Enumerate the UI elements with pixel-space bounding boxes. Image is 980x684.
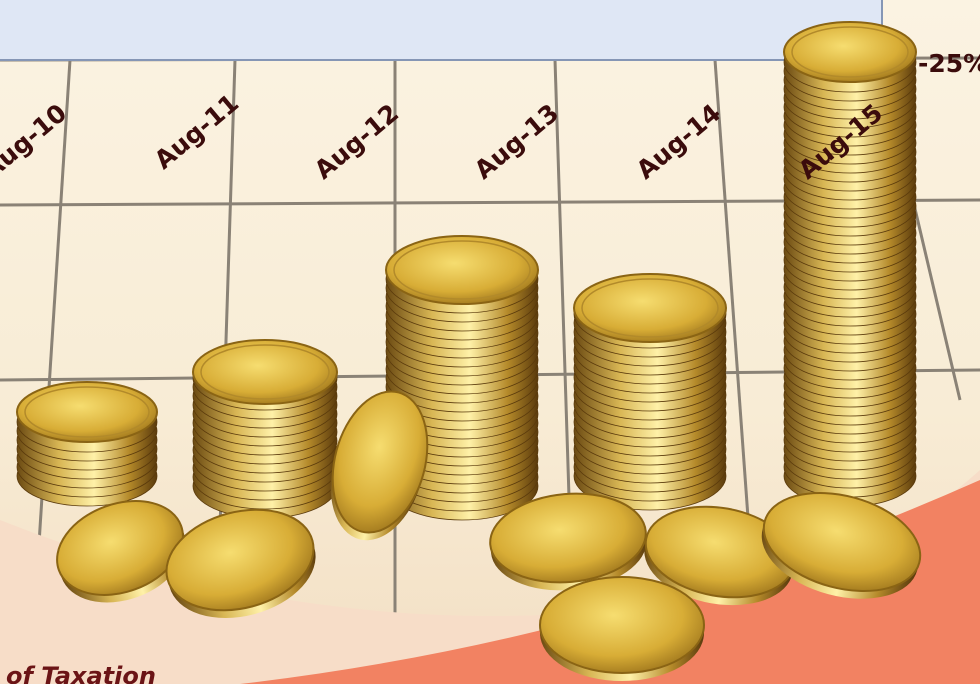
coin-face — [193, 340, 337, 404]
infographic: -25% of Taxation Aug-10Aug-11Aug-12Aug-1… — [0, 0, 980, 684]
caption: of Taxation — [6, 662, 156, 684]
coin-face — [17, 382, 157, 442]
coin-face — [540, 577, 704, 673]
title-box — [0, 0, 882, 60]
coin-face — [784, 22, 916, 82]
page: -25% of Taxation Aug-10Aug-11Aug-12Aug-1… — [0, 0, 980, 684]
change-label: -25% — [918, 49, 980, 78]
coin-face — [574, 274, 726, 342]
coin-face — [386, 236, 538, 304]
